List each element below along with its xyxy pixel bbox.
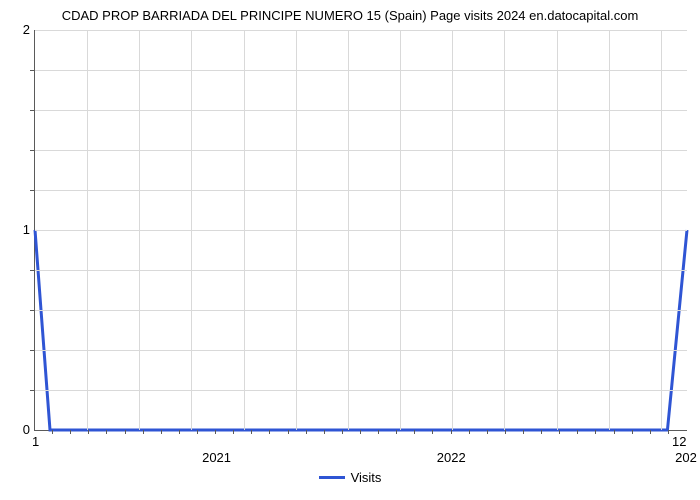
x-minor-tick	[215, 430, 216, 434]
x-minor-tick	[577, 430, 578, 434]
v-gridline	[296, 30, 297, 430]
chart-title: CDAD PROP BARRIADA DEL PRINCIPE NUMERO 1…	[0, 8, 700, 23]
x-minor-tick	[342, 430, 343, 434]
x-corner-right: 12	[672, 434, 686, 449]
chart-container: CDAD PROP BARRIADA DEL PRINCIPE NUMERO 1…	[0, 0, 700, 500]
v-gridline	[348, 30, 349, 430]
x-minor-tick	[523, 430, 524, 434]
x-minor-tick	[143, 430, 144, 434]
y-tick-label: 0	[6, 422, 30, 437]
x-minor-tick	[668, 430, 669, 434]
x-minor-tick	[269, 430, 270, 434]
x-minor-tick	[487, 430, 488, 434]
h-gridline	[35, 310, 687, 311]
h-gridline	[35, 350, 687, 351]
legend-swatch	[319, 476, 345, 479]
x-minor-tick	[324, 430, 325, 434]
x-minor-tick	[306, 430, 307, 434]
v-gridline	[400, 30, 401, 430]
x-minor-tick	[469, 430, 470, 434]
x-corner-left: 1	[32, 434, 39, 449]
y-minor-tick	[30, 70, 34, 71]
x-minor-tick	[125, 430, 126, 434]
h-gridline	[35, 270, 687, 271]
v-gridline	[452, 30, 453, 430]
legend-label: Visits	[351, 470, 382, 485]
x-minor-tick	[179, 430, 180, 434]
legend: Visits	[0, 470, 700, 485]
y-minor-tick	[30, 110, 34, 111]
x-minor-tick	[233, 430, 234, 434]
v-gridline	[244, 30, 245, 430]
x-minor-tick	[414, 430, 415, 434]
x-minor-tick	[505, 430, 506, 434]
x-minor-tick	[197, 430, 198, 434]
x-minor-tick	[88, 430, 89, 434]
h-gridline	[35, 30, 687, 31]
y-minor-tick	[30, 310, 34, 311]
v-gridline	[191, 30, 192, 430]
x-minor-tick	[70, 430, 71, 434]
x-minor-tick	[614, 430, 615, 434]
h-gridline	[35, 190, 687, 191]
x-minor-tick	[161, 430, 162, 434]
plot-area	[34, 30, 687, 431]
x-minor-tick	[106, 430, 107, 434]
y-tick-label: 2	[6, 22, 30, 37]
x-minor-tick	[632, 430, 633, 434]
v-gridline	[661, 30, 662, 430]
v-gridline	[609, 30, 610, 430]
x-minor-tick	[541, 430, 542, 434]
x-minor-tick	[378, 430, 379, 434]
x-tick-label: 202	[675, 450, 697, 465]
x-minor-tick	[52, 430, 53, 434]
x-minor-tick	[650, 430, 651, 434]
h-gridline	[35, 110, 687, 111]
x-minor-tick	[451, 430, 452, 434]
h-gridline	[35, 70, 687, 71]
x-minor-tick	[360, 430, 361, 434]
x-minor-tick	[396, 430, 397, 434]
y-tick-label: 1	[6, 222, 30, 237]
h-gridline	[35, 150, 687, 151]
y-minor-tick	[30, 390, 34, 391]
y-minor-tick	[30, 270, 34, 271]
x-tick-label: 2022	[437, 450, 466, 465]
x-minor-tick	[288, 430, 289, 434]
h-gridline	[35, 230, 687, 231]
x-minor-tick	[251, 430, 252, 434]
v-gridline	[504, 30, 505, 430]
x-minor-tick	[595, 430, 596, 434]
v-gridline	[139, 30, 140, 430]
x-tick-label: 2021	[202, 450, 231, 465]
x-minor-tick	[432, 430, 433, 434]
v-gridline	[557, 30, 558, 430]
y-minor-tick	[30, 150, 34, 151]
v-gridline	[87, 30, 88, 430]
y-minor-tick	[30, 350, 34, 351]
h-gridline	[35, 390, 687, 391]
x-minor-tick	[559, 430, 560, 434]
y-minor-tick	[30, 190, 34, 191]
